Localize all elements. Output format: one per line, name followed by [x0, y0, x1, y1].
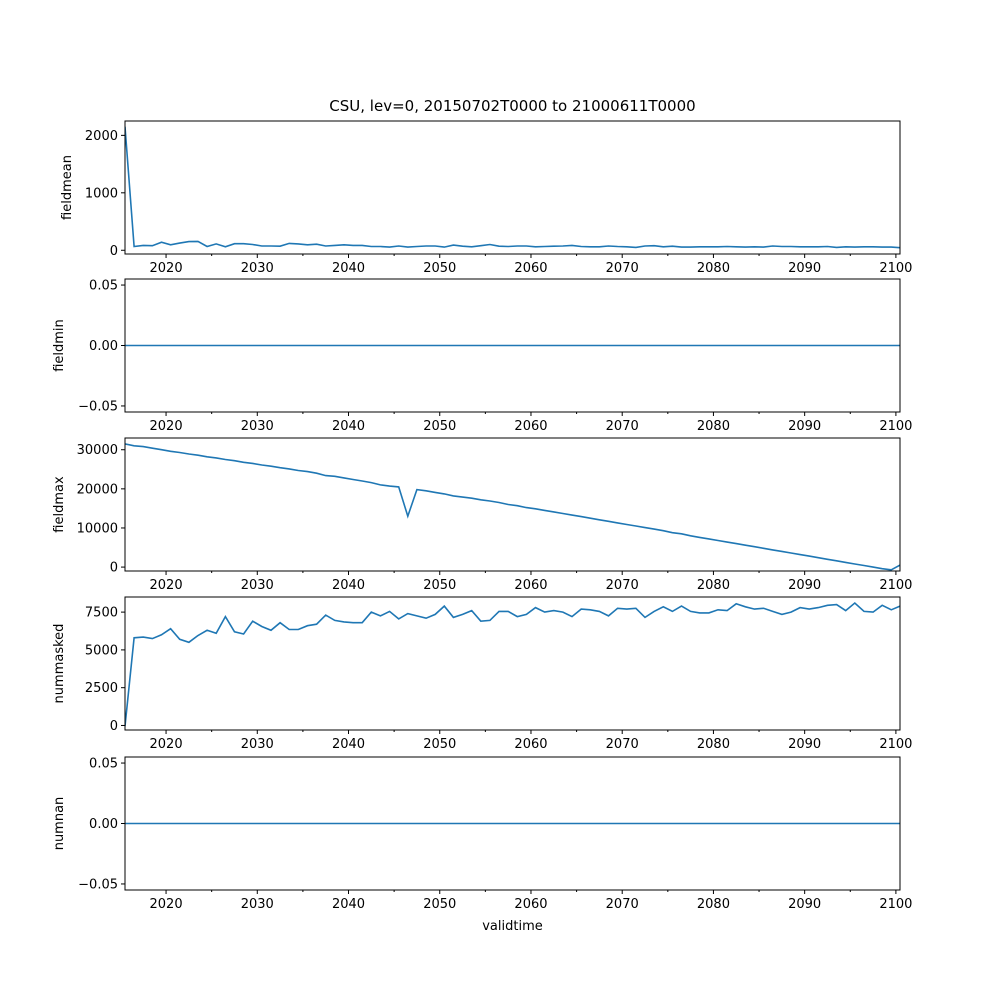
x-tick-label: 2050: [423, 578, 456, 593]
x-tick-label: 2020: [150, 261, 183, 276]
x-tick-label: 2040: [332, 578, 365, 593]
x-axis-label: validtime: [482, 919, 543, 934]
x-tick-label: 2090: [788, 261, 821, 276]
x-tick-label: 2050: [423, 419, 456, 434]
x-tick-label: 2070: [606, 897, 639, 912]
panel-nummasked: 0 2500 5000 7500 nummasked 2020 2030 2040 2050 20…: [52, 596, 912, 752]
y-tick-label: −0.05: [78, 877, 118, 892]
y-axis-label: fieldmean: [60, 155, 75, 220]
y-tick-label: 2000: [85, 129, 118, 144]
x-tick-label: 2050: [423, 897, 456, 912]
x-tick-label: 2030: [241, 419, 274, 434]
x-tick-label: 2080: [697, 737, 730, 752]
x-tick-label: 2100: [879, 897, 912, 912]
x-tick-label: 2030: [241, 578, 274, 593]
y-tick-label: 0.05: [89, 279, 118, 294]
axes-frame: [124, 120, 901, 255]
panel-fieldmean: 0 1000 2000 fieldmean 2020 2030 2040 2050 2060 20…: [60, 120, 912, 276]
panels: 0 1000 2000 fieldmean 2020 2030 2040 2050 2060 20…: [52, 120, 912, 912]
x-tick-label: 2050: [423, 737, 456, 752]
y-tick-label: 10000: [77, 521, 118, 536]
x-tick-label: 2070: [606, 419, 639, 434]
axes-frame: [124, 437, 901, 572]
x-tick-label: 2020: [150, 419, 183, 434]
y-tick-label: 5000: [85, 643, 118, 658]
x-tick-label: 2020: [150, 737, 183, 752]
y-axis-label: nummasked: [52, 624, 67, 704]
x-tick-label: 2030: [241, 737, 274, 752]
y-tick-label: 20000: [77, 482, 118, 497]
x-tick-label: 2040: [332, 897, 365, 912]
x-tick-label: 2020: [150, 578, 183, 593]
y-tick-label: 30000: [77, 443, 118, 458]
x-tick-label: 2100: [879, 419, 912, 434]
x-tick-label: 2070: [606, 261, 639, 276]
axes-frame: [124, 596, 901, 731]
x-tick-label: 2060: [514, 737, 547, 752]
x-tick-label: 2020: [150, 897, 183, 912]
y-axis-label: fieldmin: [52, 319, 67, 372]
y-tick-label: 0.05: [89, 757, 118, 772]
y-tick-label: 7500: [85, 606, 118, 621]
panel-numnan: −0.05 0.00 0.05 numnan 2020 2030 2040 2050 2060 2…: [52, 756, 912, 912]
x-tick-label: 2040: [332, 261, 365, 276]
y-tick-label: 2500: [85, 681, 118, 696]
x-tick-label: 2100: [879, 261, 912, 276]
series-line-fieldmean: [125, 126, 900, 249]
y-tick-label: 0: [110, 244, 118, 259]
x-tick-label: 2080: [697, 897, 730, 912]
x-tick-label: 2080: [697, 419, 730, 434]
y-tick-label: 0: [110, 561, 118, 576]
y-tick-label: 0: [110, 719, 118, 734]
x-tick-label: 2070: [606, 737, 639, 752]
x-tick-label: 2060: [514, 897, 547, 912]
x-tick-label: 2100: [879, 737, 912, 752]
y-axis-label: numnan: [52, 797, 67, 851]
y-tick-label: 0.00: [89, 817, 118, 832]
series-line-fieldmax: [125, 443, 900, 571]
series-line-nummasked: [125, 601, 900, 727]
x-tick-label: 2070: [606, 578, 639, 593]
x-tick-label: 2050: [423, 261, 456, 276]
x-tick-label: 2090: [788, 737, 821, 752]
x-tick-label: 2040: [332, 737, 365, 752]
x-tick-label: 2080: [697, 261, 730, 276]
panel-fieldmax: 0 10000 20000 30000 fieldmax 2020 2030 2040 2050…: [52, 437, 912, 593]
y-tick-label: 1000: [85, 186, 118, 201]
x-tick-label: 2080: [697, 578, 730, 593]
panel-fieldmin: −0.05 0.00 0.05 fieldmin 2020 2030 2040 2050 206…: [52, 278, 912, 434]
y-tick-label: 0.00: [89, 339, 118, 354]
x-tick-label: 2030: [241, 261, 274, 276]
chart-title: CSU, lev=0, 20150702T0000 to 21000611T00…: [329, 97, 695, 115]
x-tick-label: 2100: [879, 578, 912, 593]
x-tick-label: 2040: [332, 419, 365, 434]
x-tick-label: 2090: [788, 897, 821, 912]
x-tick-label: 2090: [788, 578, 821, 593]
x-tick-label: 2060: [514, 419, 547, 434]
y-axis-label: fieldmax: [52, 476, 67, 533]
y-tick-label: −0.05: [78, 399, 118, 414]
x-tick-label: 2090: [788, 419, 821, 434]
x-tick-label: 2030: [241, 897, 274, 912]
x-tick-label: 2060: [514, 261, 547, 276]
x-tick-label: 2060: [514, 578, 547, 593]
